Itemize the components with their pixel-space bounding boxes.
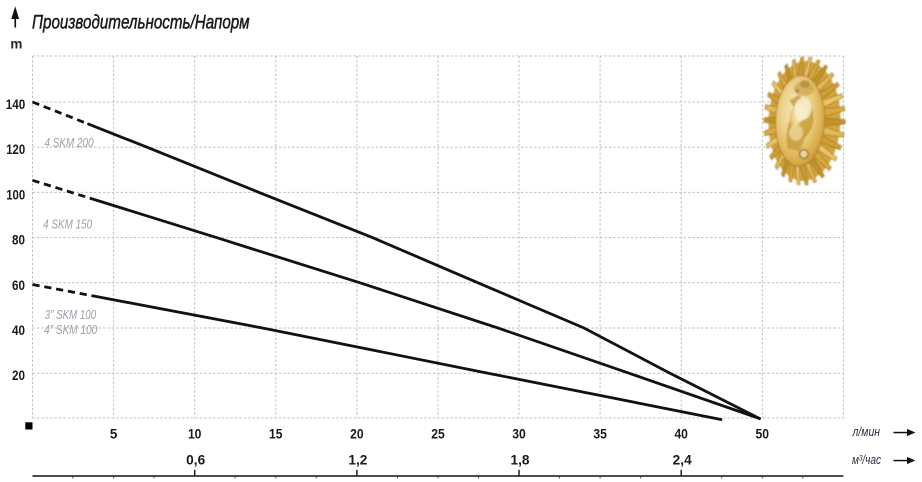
svg-text:4 SKM 200: 4 SKM 200: [45, 135, 94, 150]
svg-text:2,4: 2,4: [673, 453, 692, 468]
svg-text:Производительность/Напорм: Производительность/Напорм: [32, 11, 250, 33]
svg-text:25: 25: [431, 427, 445, 442]
svg-text:80: 80: [12, 232, 25, 248]
svg-text:4 SKM 150: 4 SKM 150: [43, 217, 92, 232]
svg-text:60: 60: [12, 277, 25, 293]
svg-text:м³/час: м³/час: [852, 453, 882, 467]
svg-text:120: 120: [6, 141, 25, 157]
svg-text:30: 30: [512, 427, 526, 442]
svg-text:40: 40: [12, 322, 25, 338]
svg-text:m: m: [10, 37, 22, 52]
svg-text:1,8: 1,8: [511, 453, 530, 468]
svg-text:4” SKM 100: 4” SKM 100: [44, 322, 98, 337]
svg-text:100: 100: [6, 186, 25, 202]
svg-text:1,2: 1,2: [348, 453, 367, 468]
svg-text:20: 20: [350, 427, 364, 442]
svg-text:л/мин: л/мин: [852, 425, 880, 439]
svg-text:0,6: 0,6: [186, 453, 205, 468]
svg-text:35: 35: [593, 427, 607, 442]
svg-text:10: 10: [188, 427, 202, 442]
svg-text:3” SKM 100: 3” SKM 100: [45, 307, 97, 322]
svg-text:40: 40: [674, 427, 688, 442]
svg-text:140: 140: [6, 96, 26, 112]
svg-text:15: 15: [269, 427, 283, 442]
svg-text:20: 20: [12, 367, 25, 383]
svg-text:5: 5: [110, 427, 118, 442]
svg-text:50: 50: [756, 427, 770, 442]
